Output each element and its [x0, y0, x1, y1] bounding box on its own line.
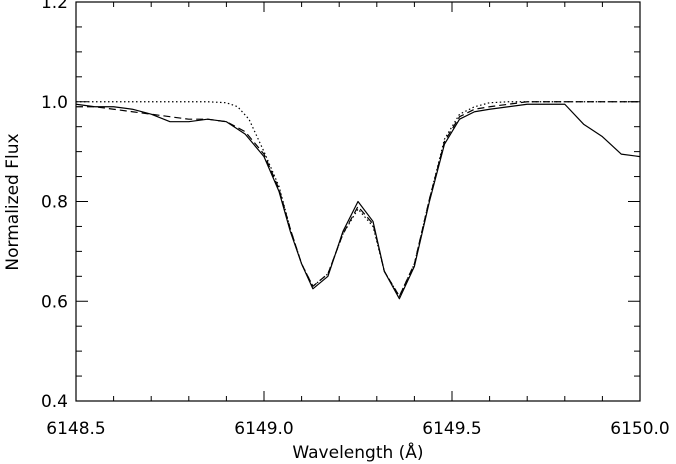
series-line-solid [75, 103, 641, 300]
series-line-dotted [76, 101, 640, 297]
x-tick-label: 6149.5 [422, 419, 481, 439]
y-axis-label: Normalized Flux [3, 133, 23, 270]
x-tick-label: 6149.0 [234, 419, 293, 439]
y-tick-label: 1.0 [41, 93, 68, 113]
series-line-dashed [76, 101, 640, 297]
y-tick-label: 0.8 [41, 193, 68, 213]
axes-layer: 6148.5 6149.0 6149.5 6150.0 0.4 0.6 0.8 1.0 1.2 [41, 0, 670, 439]
y-tick-label: 1.2 [41, 0, 68, 13]
series-layer [75, 101, 641, 300]
x-axis-label: Wavelength (Å) [292, 441, 423, 463]
x-tick-label: 6150.0 [610, 419, 669, 439]
y-tick-label: 0.6 [41, 292, 68, 312]
y-tick-label: 0.4 [41, 392, 68, 412]
x-tick-label: 6148.5 [46, 419, 105, 439]
